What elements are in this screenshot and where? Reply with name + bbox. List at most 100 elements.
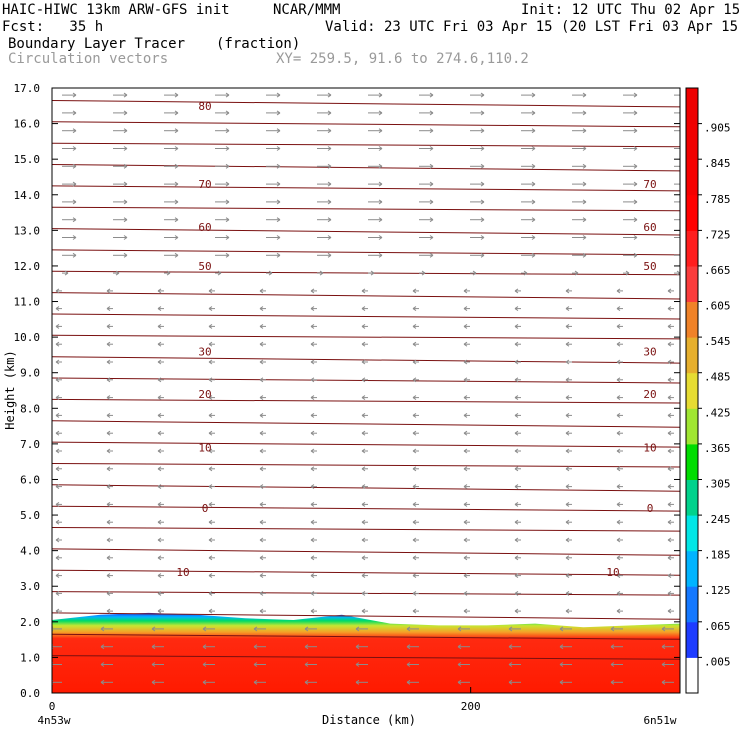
vector-arrowhead bbox=[616, 412, 621, 418]
vector-arrowhead bbox=[616, 359, 621, 365]
vector-arrowhead bbox=[361, 377, 366, 383]
vector-arrowhead bbox=[378, 217, 383, 223]
vector-arrowhead bbox=[106, 306, 111, 312]
colorbar-label: .365 bbox=[704, 442, 731, 455]
contour-label: 10 bbox=[606, 566, 619, 579]
vector-arrowhead bbox=[514, 608, 519, 614]
contour-line bbox=[52, 206, 680, 212]
colorbar-swatch bbox=[686, 515, 698, 552]
vector-arrowhead bbox=[174, 110, 179, 116]
vector-arrowhead bbox=[208, 555, 213, 561]
contour-label: 60 bbox=[198, 221, 211, 234]
vector-arrowhead bbox=[361, 306, 366, 312]
vector-arrowhead bbox=[667, 412, 672, 418]
vector-arrowhead bbox=[412, 288, 417, 294]
vector-arrowhead bbox=[208, 573, 213, 579]
vector-arrowhead bbox=[616, 466, 621, 472]
vector-arrowhead bbox=[582, 235, 587, 240]
vector-arrowhead bbox=[151, 679, 156, 685]
vector-arrowhead bbox=[157, 288, 162, 294]
vector-arrowhead bbox=[310, 608, 315, 614]
y-tick-label: 0.0 bbox=[20, 687, 40, 700]
colorbar-swatch bbox=[686, 479, 698, 516]
colorbar-label: .605 bbox=[704, 300, 731, 313]
contour-line bbox=[52, 612, 680, 620]
vector-arrowhead bbox=[667, 484, 672, 490]
vector-arrowhead bbox=[157, 323, 162, 329]
vector-arrowhead bbox=[463, 359, 468, 365]
vector-arrowhead bbox=[582, 92, 587, 98]
vector-arrowhead bbox=[361, 288, 366, 294]
contour-line bbox=[52, 313, 680, 320]
x-axis: 0 200 4n53w 6n51w bbox=[37, 687, 677, 727]
y-tick-label: 12.0 bbox=[14, 260, 41, 273]
contour-line bbox=[52, 121, 680, 128]
vector-arrowhead bbox=[106, 555, 111, 561]
vector-arrowhead bbox=[378, 181, 383, 187]
vector-arrowhead bbox=[661, 679, 666, 685]
colorbar-label: .185 bbox=[704, 549, 731, 562]
vector-arrowhead bbox=[514, 430, 519, 436]
vector-arrowhead bbox=[429, 252, 434, 258]
vector-arrowhead bbox=[565, 501, 570, 507]
vector-arrowhead bbox=[327, 163, 332, 169]
vector-arrowhead bbox=[661, 644, 666, 650]
vector-arrowhead bbox=[559, 626, 564, 632]
vector-arrowhead bbox=[174, 252, 179, 258]
vector-arrowhead bbox=[55, 341, 60, 347]
vector-arrowhead bbox=[310, 590, 315, 596]
vector-arrowhead bbox=[327, 181, 332, 187]
vector-arrowhead bbox=[259, 341, 264, 347]
vector-arrowhead bbox=[157, 608, 162, 614]
vector-arrowhead bbox=[480, 199, 485, 205]
vector-arrowhead bbox=[406, 679, 411, 685]
colorbar-label: .125 bbox=[704, 584, 731, 597]
vector-arrowhead bbox=[361, 590, 366, 596]
colorbar-label: .665 bbox=[704, 264, 731, 277]
vector-arrowhead bbox=[361, 412, 366, 418]
vector-arrowhead bbox=[259, 501, 264, 507]
vector-arrowhead bbox=[225, 92, 230, 98]
vector-arrowhead bbox=[429, 92, 434, 98]
vector-arrowhead bbox=[259, 608, 264, 614]
y-tick-label: 2.0 bbox=[20, 616, 40, 629]
y-tick-label: 1.0 bbox=[20, 651, 40, 664]
vector-arrowhead bbox=[157, 466, 162, 472]
vector-arrowhead bbox=[633, 235, 638, 240]
vector-arrowhead bbox=[361, 484, 366, 490]
vector-arrowhead bbox=[412, 501, 417, 507]
vector-arrowhead bbox=[106, 430, 111, 436]
vector-arrowhead bbox=[633, 163, 638, 169]
vector-arrowhead bbox=[667, 608, 672, 614]
vector-arrowhead bbox=[463, 306, 468, 312]
vector-arrowhead bbox=[106, 484, 111, 490]
vector-arrowhead bbox=[106, 519, 111, 525]
vector-arrowhead bbox=[55, 608, 60, 614]
vector-arrowhead bbox=[72, 146, 77, 151]
y-axis-title: Height (km) bbox=[3, 350, 17, 429]
vector-arrowhead bbox=[157, 484, 162, 490]
vector-arrowhead bbox=[582, 163, 587, 169]
contour-label: 80 bbox=[198, 100, 211, 113]
vector-arrowhead bbox=[361, 537, 366, 543]
contour-line bbox=[52, 484, 680, 492]
colorbar-label: .305 bbox=[704, 478, 731, 491]
vector-arrowhead bbox=[616, 377, 621, 383]
vector-arrowhead bbox=[259, 448, 264, 454]
vector-arrowhead bbox=[55, 412, 60, 418]
vector-arrowhead bbox=[667, 466, 672, 472]
vector-arrowhead bbox=[565, 395, 570, 401]
vector-arrowhead bbox=[457, 626, 462, 632]
vector-arrowhead bbox=[406, 662, 411, 667]
vector-arrowhead bbox=[259, 359, 264, 365]
vector-arrowhead bbox=[55, 359, 60, 365]
contour-line bbox=[52, 398, 680, 404]
vector-arrowhead bbox=[463, 341, 468, 347]
vector-arrowhead bbox=[667, 359, 672, 365]
contour-line bbox=[52, 527, 680, 532]
vector-arrowhead bbox=[276, 163, 281, 169]
vector-arrowhead bbox=[174, 128, 179, 134]
vector-arrowhead bbox=[565, 430, 570, 436]
vector-arrowhead bbox=[174, 163, 179, 169]
vector-arrowhead bbox=[565, 466, 570, 472]
